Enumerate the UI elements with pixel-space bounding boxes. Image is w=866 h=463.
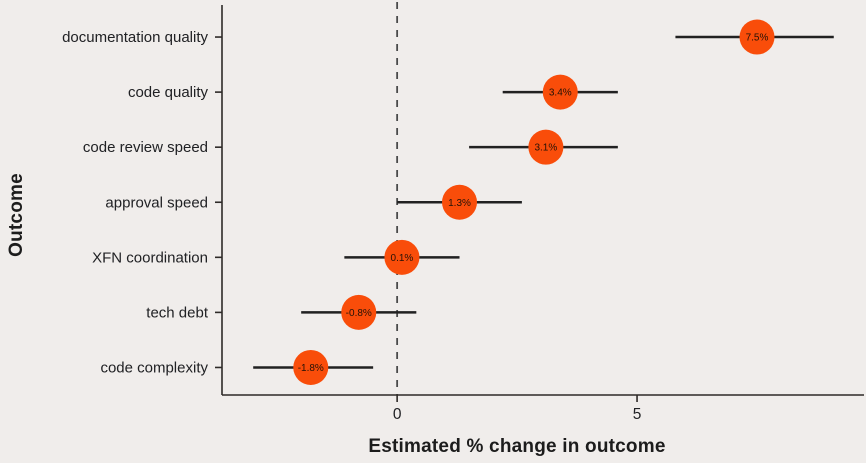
dot-value-label: 3.4% <box>549 88 572 99</box>
dot-value-label: 0.1% <box>391 253 414 264</box>
data-point-dot <box>528 129 564 165</box>
data-point-dot <box>293 349 329 385</box>
dot-value-label: 3.1% <box>534 143 557 154</box>
category-label: code complexity <box>100 359 208 376</box>
category-label: code quality <box>128 84 209 101</box>
category-label: tech debt <box>146 304 209 321</box>
dot-value-label: -1.8% <box>298 363 324 374</box>
data-point-dot <box>341 294 377 330</box>
dot-value-label: 7.5% <box>746 33 769 44</box>
category-label: code review speed <box>83 139 208 156</box>
data-point-dot <box>442 184 478 220</box>
x-axis-tick-label: 5 <box>633 406 642 423</box>
dot-value-label: 1.3% <box>448 198 471 209</box>
dot-value-label: -0.8% <box>346 308 372 319</box>
x-axis-tick-label: 0 <box>393 406 402 423</box>
category-label: XFN coordination <box>92 249 208 266</box>
category-label: documentation quality <box>62 29 208 46</box>
data-point-dot <box>384 239 420 275</box>
category-label: approval speed <box>105 194 208 211</box>
data-point-dot <box>739 19 775 55</box>
data-point-dot <box>542 74 578 110</box>
